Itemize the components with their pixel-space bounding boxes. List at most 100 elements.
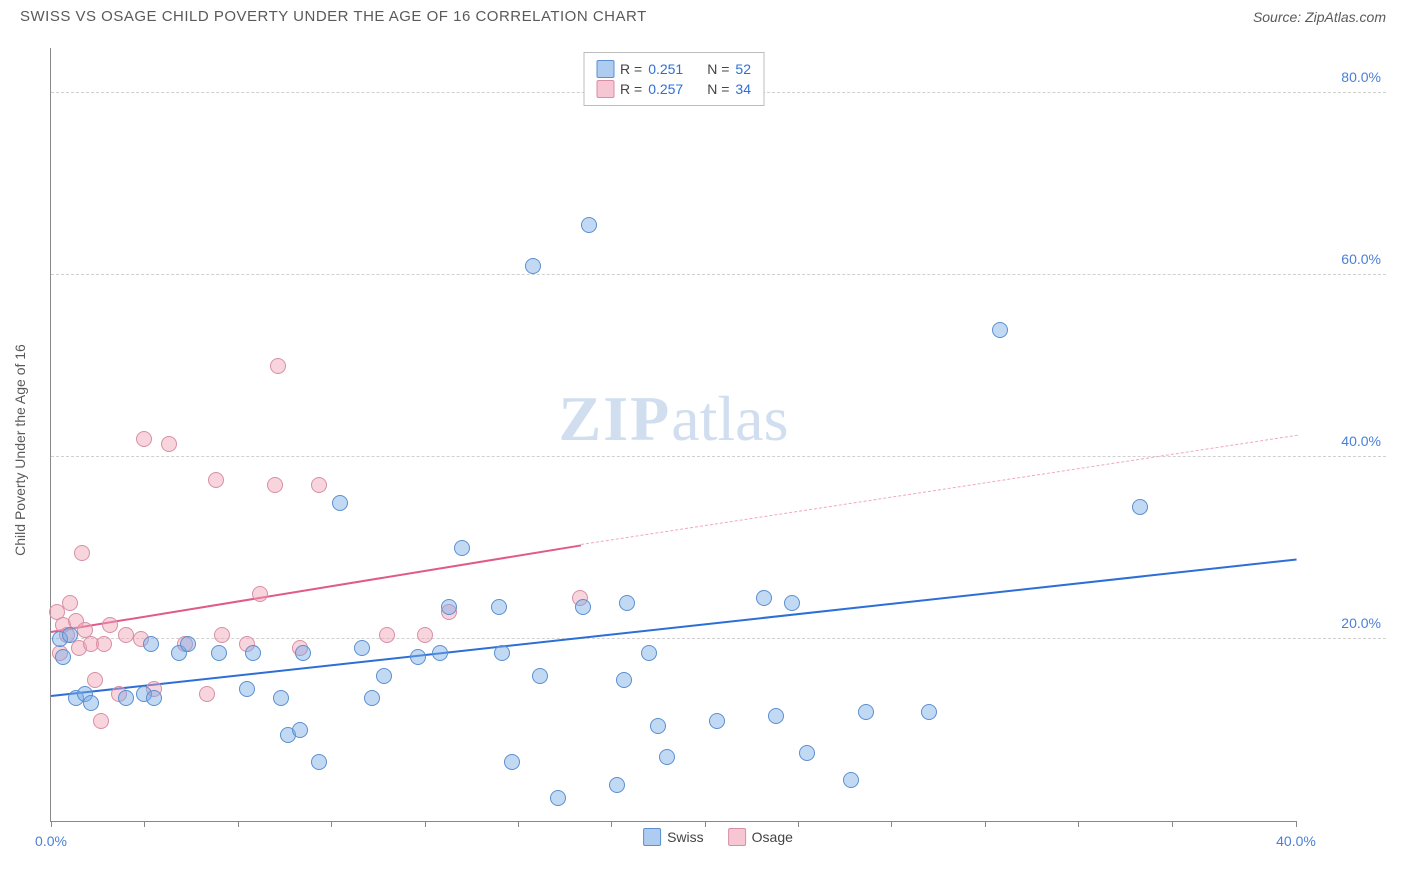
xtick-label: 0.0%: [35, 833, 67, 849]
ytick-label: 40.0%: [1301, 433, 1381, 449]
osage-point: [379, 627, 395, 643]
osage-point: [161, 436, 177, 452]
swiss-point: [180, 636, 196, 652]
swiss-label: Swiss: [667, 829, 704, 845]
swiss-point: [532, 668, 548, 684]
swiss-point: [992, 322, 1008, 338]
swiss-point: [292, 722, 308, 738]
osage-point: [102, 617, 118, 633]
swiss-point: [616, 672, 632, 688]
osage-point: [199, 686, 215, 702]
osage-trendline-extrapolated: [580, 435, 1297, 545]
watermark: ZIPatlas: [559, 382, 789, 456]
osage-point: [96, 636, 112, 652]
swiss-trendline: [51, 558, 1297, 697]
xtick: [144, 821, 145, 827]
watermark-atlas: atlas: [671, 383, 788, 454]
xtick-label: 40.0%: [1276, 833, 1316, 849]
xtick: [891, 821, 892, 827]
xtick: [798, 821, 799, 827]
chart-area: Child Poverty Under the Age of 16 ZIPatl…: [50, 48, 1386, 852]
osage-label: Osage: [752, 829, 793, 845]
osage-point: [136, 431, 152, 447]
swiss-point: [768, 708, 784, 724]
r-label: R =: [620, 81, 642, 97]
xtick: [1078, 821, 1079, 827]
swiss-point: [432, 645, 448, 661]
swiss-point: [454, 540, 470, 556]
chart-title: SWISS VS OSAGE CHILD POVERTY UNDER THE A…: [20, 8, 647, 25]
legend-item-osage: Osage: [728, 828, 793, 846]
osage-point: [270, 358, 286, 374]
osage-point: [208, 472, 224, 488]
swiss-point: [245, 645, 261, 661]
swiss-point: [295, 645, 311, 661]
n-label: N =: [707, 61, 729, 77]
xtick: [238, 821, 239, 827]
swiss-point: [211, 645, 227, 661]
osage-r-value: 0.257: [648, 81, 683, 97]
series-legend: Swiss Osage: [643, 828, 793, 846]
swiss-point: [504, 754, 520, 770]
source-attribution: Source: ZipAtlas.com: [1253, 9, 1386, 25]
osage-point: [267, 477, 283, 493]
osage-swatch-icon: [596, 80, 614, 98]
xtick: [331, 821, 332, 827]
swiss-point: [641, 645, 657, 661]
swiss-point: [799, 745, 815, 761]
osage-point: [214, 627, 230, 643]
gridline: [51, 274, 1386, 275]
osage-point: [74, 545, 90, 561]
swiss-point: [311, 754, 327, 770]
source-prefix: Source:: [1253, 9, 1305, 25]
swiss-point: [239, 681, 255, 697]
chart-header: SWISS VS OSAGE CHILD POVERTY UNDER THE A…: [0, 0, 1406, 29]
osage-point: [118, 627, 134, 643]
r-label: R =: [620, 61, 642, 77]
xtick: [51, 821, 52, 827]
swiss-point: [376, 668, 392, 684]
swiss-point: [858, 704, 874, 720]
xtick: [705, 821, 706, 827]
ytick-label: 60.0%: [1301, 251, 1381, 267]
swiss-point: [146, 690, 162, 706]
swiss-point: [332, 495, 348, 511]
osage-point: [252, 586, 268, 602]
swiss-point: [55, 649, 71, 665]
swiss-point: [650, 718, 666, 734]
gridline: [51, 456, 1386, 457]
swiss-point: [550, 790, 566, 806]
osage-trendline: [51, 544, 581, 632]
swiss-swatch-icon: [643, 828, 661, 846]
osage-point: [417, 627, 433, 643]
swiss-point: [525, 258, 541, 274]
watermark-zip: ZIP: [559, 383, 672, 454]
legend-item-swiss: Swiss: [643, 828, 704, 846]
legend-row-osage: R = 0.257 N = 34: [596, 79, 751, 99]
swiss-point: [1132, 499, 1148, 515]
osage-swatch-icon: [728, 828, 746, 846]
swiss-point: [609, 777, 625, 793]
xtick: [1296, 821, 1297, 827]
swiss-point: [709, 713, 725, 729]
swiss-point: [659, 749, 675, 765]
ytick-label: 80.0%: [1301, 69, 1381, 85]
swiss-point: [273, 690, 289, 706]
osage-point: [311, 477, 327, 493]
swiss-point: [756, 590, 772, 606]
correlation-legend: R = 0.251 N = 52 R = 0.257 N = 34: [583, 52, 764, 106]
y-axis-label: Child Poverty Under the Age of 16: [12, 344, 28, 556]
swiss-point: [410, 649, 426, 665]
swiss-point: [83, 695, 99, 711]
source-name: ZipAtlas.com: [1305, 9, 1386, 25]
ytick-label: 20.0%: [1301, 615, 1381, 631]
swiss-point: [575, 599, 591, 615]
swiss-point: [494, 645, 510, 661]
osage-point: [93, 713, 109, 729]
xtick: [1172, 821, 1173, 827]
swiss-r-value: 0.251: [648, 61, 683, 77]
xtick: [425, 821, 426, 827]
swiss-point: [62, 627, 78, 643]
swiss-point: [441, 599, 457, 615]
n-label: N =: [707, 81, 729, 97]
